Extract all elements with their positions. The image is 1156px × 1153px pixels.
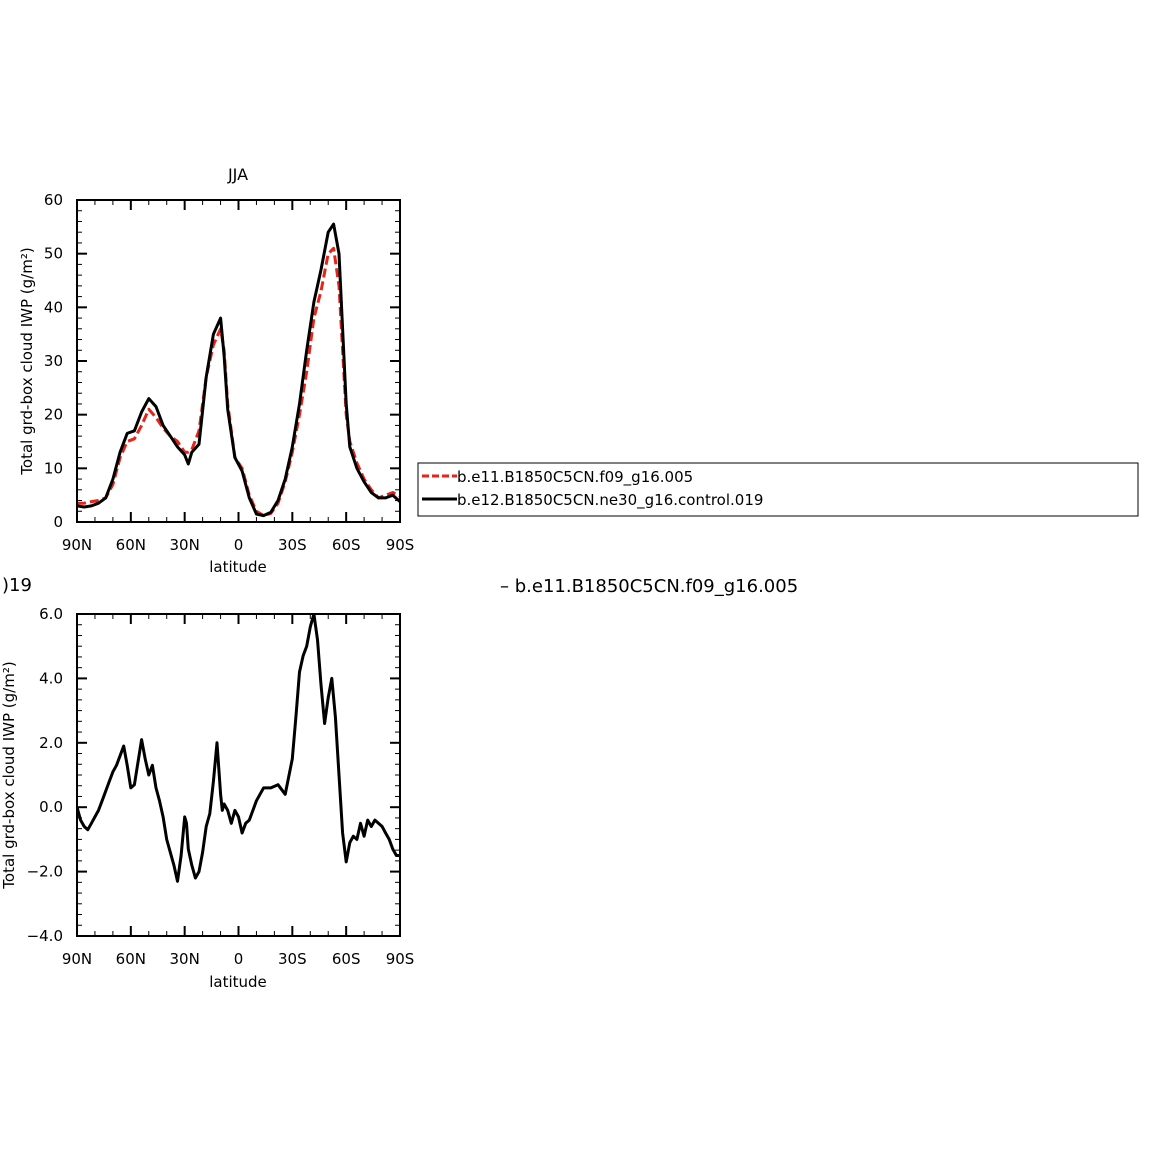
panel-header-left: )19 bbox=[2, 575, 32, 596]
x-tick-label: 60S bbox=[332, 950, 361, 968]
y-tick-label: 40 bbox=[44, 298, 63, 316]
x-tick-label: 90N bbox=[62, 950, 92, 968]
panel-bottom-difference: )19 – b.e11.B1850C5CN.f09_g16.005 Total … bbox=[0, 575, 798, 991]
plot-frame bbox=[76, 199, 401, 523]
y-axis-label: Total grd-box cloud IWP (g/m²) bbox=[0, 661, 18, 889]
plot-frame bbox=[76, 613, 401, 937]
y-tick-label: 0.0 bbox=[39, 798, 63, 816]
legend-entry: b.e12.B1850C5CN.ne30_g16.control.019 bbox=[457, 491, 763, 510]
x-tick-label: 90N bbox=[62, 536, 92, 554]
series-line-0 bbox=[77, 246, 400, 518]
legend: b.e11.B1850C5CN.f09_g16.005 b.e12.B1850C… bbox=[417, 462, 1139, 517]
x-tick-label: 90S bbox=[386, 536, 415, 554]
x-axis-label: latitude bbox=[209, 558, 267, 576]
series-line-1 bbox=[77, 222, 400, 518]
x-axis-label: latitude bbox=[209, 973, 267, 991]
y-tick-label: 0 bbox=[53, 513, 63, 531]
chart-title: JJA bbox=[227, 165, 248, 184]
y-tick-label: −4.0 bbox=[27, 927, 63, 945]
y-tick-label: 10 bbox=[44, 459, 63, 477]
x-tick-label: 30N bbox=[170, 536, 200, 554]
y-axis-label: Total grd-box cloud IWP (g/m²) bbox=[18, 247, 36, 475]
y-tick-label: 60 bbox=[44, 191, 63, 209]
x-tick-label: 60S bbox=[332, 536, 361, 554]
y-tick-label: 20 bbox=[44, 406, 63, 424]
x-tick-label: 30S bbox=[278, 536, 307, 554]
panel-header-right: – b.e11.B1850C5CN.f09_g16.005 bbox=[500, 576, 798, 597]
y-tick-label: 4.0 bbox=[39, 669, 63, 687]
x-tick-label: 0 bbox=[234, 536, 244, 554]
x-tick-label: 0 bbox=[234, 950, 244, 968]
x-tick-label: 30S bbox=[278, 950, 307, 968]
series-line-0 bbox=[77, 614, 400, 883]
y-tick-label: −2.0 bbox=[27, 863, 63, 881]
y-tick-label: 2.0 bbox=[39, 734, 63, 752]
y-tick-label: 6.0 bbox=[39, 605, 63, 623]
x-tick-label: 90S bbox=[386, 950, 415, 968]
x-tick-label: 60N bbox=[116, 950, 146, 968]
y-tick-label: 30 bbox=[44, 352, 63, 370]
x-tick-label: 30N bbox=[170, 950, 200, 968]
panel-top-jja: JJA Total grd-box cloud IWP (g/m²) latit… bbox=[18, 165, 414, 576]
x-tick-label: 60N bbox=[116, 536, 146, 554]
y-tick-label: 50 bbox=[44, 245, 63, 263]
legend-box bbox=[417, 462, 1139, 517]
legend-entry: b.e11.B1850C5CN.f09_g16.005 bbox=[457, 468, 693, 487]
